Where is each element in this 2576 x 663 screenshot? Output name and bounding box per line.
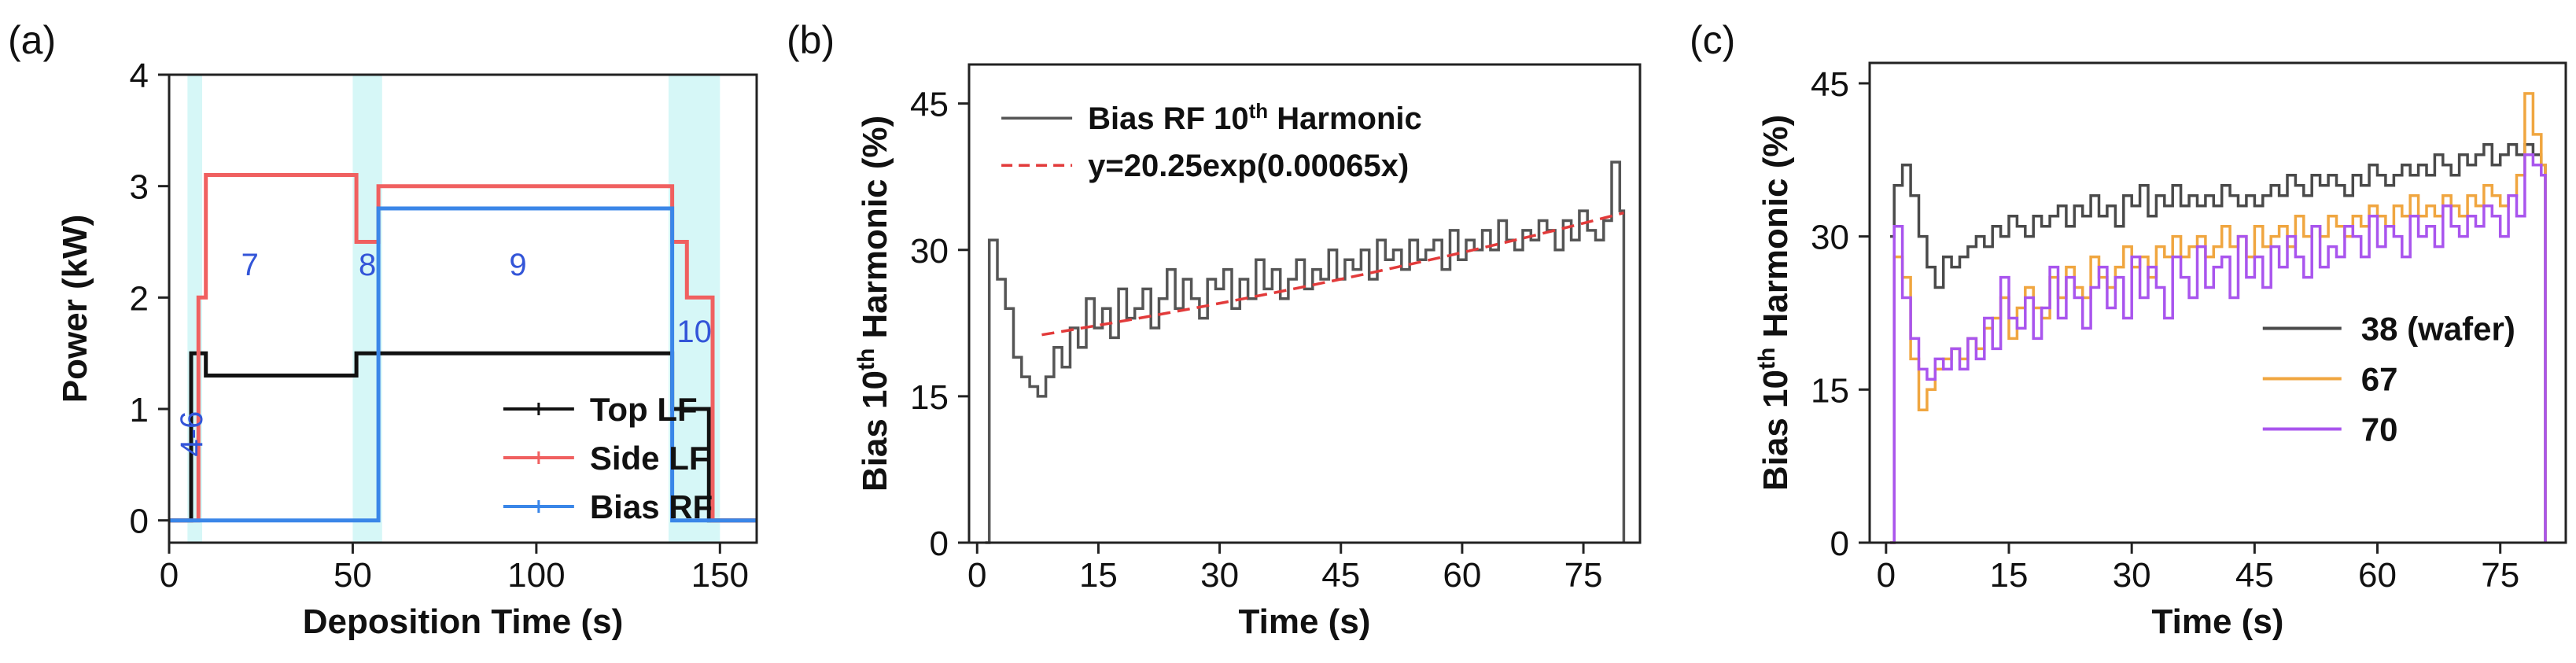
x-axis-title: Time (s): [1239, 602, 1371, 641]
x-tick-label: 50: [334, 556, 372, 595]
y-tick-label: 15: [910, 378, 949, 417]
series-line: [1890, 153, 2547, 544]
y-tick-label: 30: [910, 232, 949, 271]
x-tick-label: 15: [1079, 556, 1118, 595]
x-tick-label: 15: [1990, 556, 2029, 595]
x-tick-label: 45: [1321, 556, 1360, 595]
phase-label: 7: [241, 248, 259, 282]
legend-label: 38 (wafer): [2361, 310, 2515, 347]
legend-label: 70: [2361, 411, 2398, 448]
series-line: [169, 351, 757, 523]
phase-label: 4-6: [175, 411, 209, 457]
series-line: [985, 160, 1626, 544]
phase-label: 8: [359, 248, 376, 282]
panel-b: (b) 0 15 30 45 60 75 0 15 30 45 Time (s) Bias 10th H…: [787, 18, 1642, 641]
x-tick-label: 60: [2358, 556, 2397, 595]
panel-c: (c) 0 15 30 45 60 75 0 15 30 45 Time (s) Bias 10th H…: [1690, 18, 2567, 641]
plot-frame: [967, 63, 1642, 544]
y-tick-label: 0: [930, 525, 949, 563]
panel-a: (a) 0 50 100 150 0 1 2 3 4 Deposition Time (s) Powe…: [8, 18, 758, 641]
y-tick-label: 45: [910, 86, 949, 124]
x-axis-title: Time (s): [2152, 602, 2284, 641]
x-tick-label: 45: [2235, 556, 2274, 595]
phase-label: 9: [509, 248, 526, 282]
legend-label: Top LF: [590, 391, 698, 428]
phase-label: 10: [676, 315, 712, 349]
x-tick-label: 150: [691, 556, 749, 595]
legend-label: y=20.25exp(0.00065x): [1088, 149, 1409, 183]
y-tick-label: 0: [130, 503, 149, 541]
y-tick-label: 45: [1811, 65, 1849, 104]
x-tick-label: 0: [967, 556, 986, 595]
series-line: [1890, 143, 2547, 543]
y-tick-label: 15: [1811, 371, 1849, 410]
x-axis-title: Deposition Time (s): [303, 602, 623, 641]
x-tick-label: 100: [507, 556, 565, 595]
y-tick-label: 4: [130, 57, 149, 95]
x-tick-label: 75: [2481, 556, 2519, 595]
x-tick-label: 75: [1564, 556, 1603, 595]
legend-label: Bias RF: [590, 488, 713, 525]
y-tick-label: 3: [130, 168, 149, 207]
y-tick-label: 0: [1830, 525, 1849, 563]
series-line: [169, 206, 757, 523]
x-tick-label: 60: [1443, 556, 1481, 595]
plot-frame: [168, 73, 758, 544]
y-axis-title: Bias 10th Harmonic (%): [1754, 115, 1795, 491]
x-tick-label: 0: [160, 556, 179, 595]
panel-label: (c): [1690, 18, 1735, 62]
x-tick-label: 30: [1200, 556, 1239, 595]
series-line: [1041, 211, 1624, 337]
panel-label: (b): [787, 18, 835, 62]
legend-label: Bias RF 10th Harmonic: [1088, 99, 1422, 136]
panel-label: (a): [8, 18, 56, 62]
legend-label: Side LF: [590, 440, 709, 477]
y-axis-title: Power (kW): [56, 215, 94, 403]
x-tick-label: 30: [2113, 556, 2151, 595]
plot-frame: [1868, 61, 2567, 544]
y-tick-label: 30: [1811, 219, 1849, 257]
y-tick-label: 1: [130, 391, 149, 429]
legend-label: 67: [2361, 360, 2398, 397]
x-tick-label: 0: [1877, 556, 1896, 595]
y-tick-label: 2: [130, 279, 149, 318]
y-axis-title: Bias 10th Harmonic (%): [853, 116, 894, 492]
